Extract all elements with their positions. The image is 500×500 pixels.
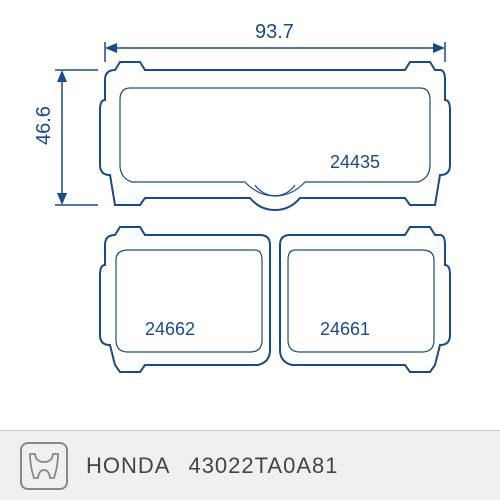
brake-pad-diagram: 93.7 46.6 24435 24662 [20,10,480,390]
bottom-left-pad-number: 24662 [145,319,195,339]
diagram-area: 93.7 46.6 24435 24662 [20,10,480,390]
bottom-right-brake-pad: 24661 [280,227,450,372]
product-footer: HONDA 43022TA0A81 [0,430,500,500]
width-value: 93.7 [255,21,294,43]
top-pad-number: 24435 [330,152,380,172]
top-brake-pad: 24435 [100,62,450,210]
honda-logo [20,442,68,490]
width-dimension: 93.7 [105,21,445,62]
height-dimension: 46.6 [33,70,98,205]
brand-label: HONDA [86,453,170,479]
honda-h-icon [26,452,62,480]
height-value: 46.6 [33,106,55,145]
part-number-label: 43022TA0A81 [188,453,338,479]
bottom-right-pad-number: 24661 [320,319,370,339]
bottom-left-brake-pad: 24662 [100,227,270,372]
